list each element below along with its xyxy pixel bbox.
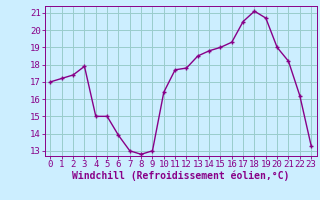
X-axis label: Windchill (Refroidissement éolien,°C): Windchill (Refroidissement éolien,°C) <box>72 171 290 181</box>
